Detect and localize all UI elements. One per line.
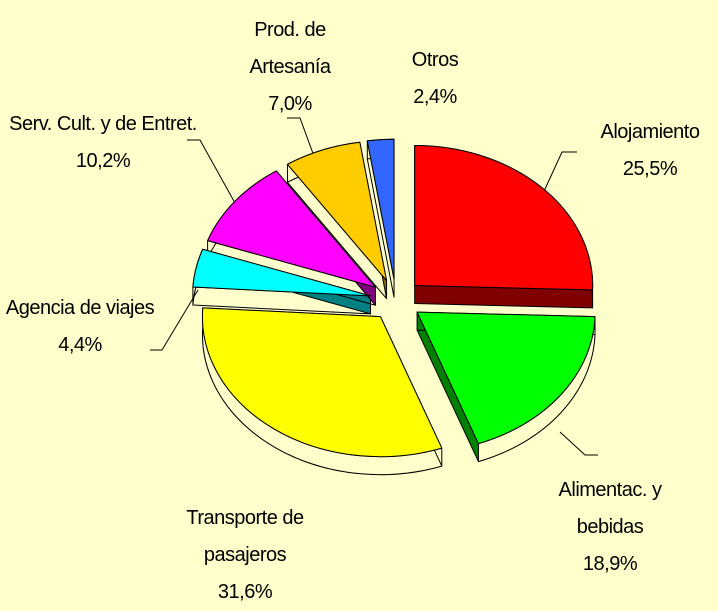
slice <box>366 138 395 280</box>
slice <box>414 145 594 291</box>
leader-line <box>559 431 598 456</box>
leader-lines <box>150 117 598 456</box>
value-label: 2,4% <box>413 86 457 108</box>
slice-label: Otros 2,4% <box>395 42 475 116</box>
slice-label: Alimentac. y bebidas 18,9% <box>530 472 690 583</box>
category-name: Otros <box>411 49 459 71</box>
slice <box>207 170 376 288</box>
category-name: Alimentac. y bebidas <box>558 479 662 538</box>
slice <box>416 311 596 445</box>
slice-label: Transporte de pasajeros 31,6% <box>155 500 335 611</box>
value-label: 10,2% <box>75 150 131 172</box>
category-name: Prod. de Artesanía <box>249 19 331 78</box>
category-name: Serv. Cult. y de Entret. <box>9 113 197 135</box>
value-label: 18,9% <box>582 553 638 575</box>
slice <box>201 307 443 458</box>
slice-label: Agencia de viajes 4,4% <box>5 290 155 364</box>
leader-line <box>539 151 577 201</box>
leader-line <box>150 289 199 351</box>
slice-label: Serv. Cult. y de Entret. 10,2% <box>8 106 198 180</box>
slice <box>192 248 372 297</box>
value-label: 31,6% <box>217 581 273 603</box>
category-name: Transporte de pasajeros <box>186 507 304 566</box>
category-name: Alojamiento <box>600 121 700 143</box>
slice-label: Prod. de Artesanía 7,0% <box>225 12 355 123</box>
slice-label: Alojamiento 25,5% <box>585 114 715 188</box>
slice-tops <box>192 138 596 458</box>
category-name: Agencia de viajes <box>5 297 155 319</box>
value-label: 7,0% <box>268 93 312 115</box>
value-label: 4,4% <box>58 334 102 356</box>
leader-line <box>187 139 241 213</box>
slice <box>286 141 388 282</box>
value-label: 25,5% <box>622 158 678 180</box>
